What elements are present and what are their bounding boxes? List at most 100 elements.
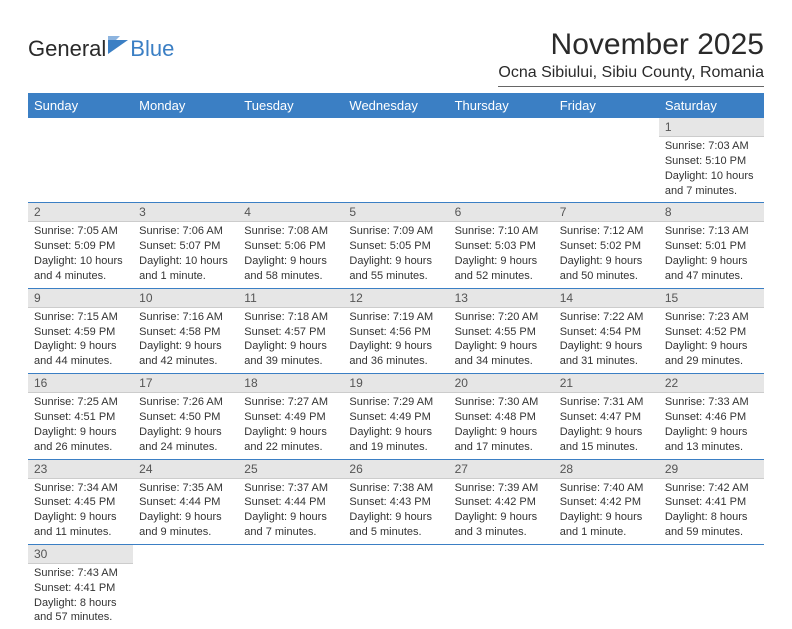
daylight-text: Daylight: 9 hours (244, 425, 337, 440)
sunrise-text: Sunrise: 7:31 AM (560, 395, 653, 410)
day-details: Sunrise: 7:09 AMSunset: 5:05 PMDaylight:… (343, 222, 448, 287)
sunrise-text: Sunrise: 7:26 AM (139, 395, 232, 410)
daylight-text: and 3 minutes. (455, 525, 548, 540)
day-details: Sunrise: 7:33 AMSunset: 4:46 PMDaylight:… (659, 393, 764, 458)
sunset-text: Sunset: 4:50 PM (139, 410, 232, 425)
sunrise-text: Sunrise: 7:03 AM (665, 139, 758, 154)
day-number: 6 (449, 203, 554, 222)
calendar-cell (343, 544, 448, 629)
day-number: 16 (28, 374, 133, 393)
logo-text-1: General (28, 36, 106, 62)
calendar-cell: 17Sunrise: 7:26 AMSunset: 4:50 PMDayligh… (133, 374, 238, 459)
sunrise-text: Sunrise: 7:39 AM (455, 481, 548, 496)
daylight-text: and 15 minutes. (560, 440, 653, 455)
day-number: 2 (28, 203, 133, 222)
calendar-cell: 3Sunrise: 7:06 AMSunset: 5:07 PMDaylight… (133, 203, 238, 288)
daylight-text: Daylight: 9 hours (34, 510, 127, 525)
weekday-header: Sunday (28, 93, 133, 118)
daylight-text: and 29 minutes. (665, 354, 758, 369)
sunset-text: Sunset: 4:59 PM (34, 325, 127, 340)
day-number: 27 (449, 460, 554, 479)
sunset-text: Sunset: 4:55 PM (455, 325, 548, 340)
sunrise-text: Sunrise: 7:27 AM (244, 395, 337, 410)
day-details: Sunrise: 7:31 AMSunset: 4:47 PMDaylight:… (554, 393, 659, 458)
daylight-text: and 31 minutes. (560, 354, 653, 369)
weekday-header: Friday (554, 93, 659, 118)
day-details: Sunrise: 7:37 AMSunset: 4:44 PMDaylight:… (238, 479, 343, 544)
calendar-cell: 11Sunrise: 7:18 AMSunset: 4:57 PMDayligh… (238, 288, 343, 373)
calendar-cell (449, 118, 554, 203)
daylight-text: Daylight: 8 hours (34, 596, 127, 611)
daylight-text: and 57 minutes. (34, 610, 127, 625)
sunrise-text: Sunrise: 7:37 AM (244, 481, 337, 496)
day-details: Sunrise: 7:38 AMSunset: 4:43 PMDaylight:… (343, 479, 448, 544)
location-text: Ocna Sibiului, Sibiu County, Romania (498, 64, 764, 87)
daylight-text: Daylight: 9 hours (560, 254, 653, 269)
calendar-cell: 22Sunrise: 7:33 AMSunset: 4:46 PMDayligh… (659, 374, 764, 459)
sunset-text: Sunset: 4:44 PM (244, 495, 337, 510)
daylight-text: Daylight: 9 hours (139, 339, 232, 354)
daylight-text: Daylight: 9 hours (139, 510, 232, 525)
day-details: Sunrise: 7:19 AMSunset: 4:56 PMDaylight:… (343, 308, 448, 373)
sunset-text: Sunset: 4:58 PM (139, 325, 232, 340)
weekday-header: Monday (133, 93, 238, 118)
sunset-text: Sunset: 4:54 PM (560, 325, 653, 340)
sunset-text: Sunset: 5:02 PM (560, 239, 653, 254)
day-number: 23 (28, 460, 133, 479)
weekday-header: Saturday (659, 93, 764, 118)
calendar-cell: 12Sunrise: 7:19 AMSunset: 4:56 PMDayligh… (343, 288, 448, 373)
daylight-text: Daylight: 10 hours (34, 254, 127, 269)
day-details: Sunrise: 7:40 AMSunset: 4:42 PMDaylight:… (554, 479, 659, 544)
calendar-cell: 25Sunrise: 7:37 AMSunset: 4:44 PMDayligh… (238, 459, 343, 544)
day-number: 28 (554, 460, 659, 479)
daylight-text: Daylight: 9 hours (244, 510, 337, 525)
day-number: 3 (133, 203, 238, 222)
daylight-text: Daylight: 9 hours (244, 254, 337, 269)
day-details: Sunrise: 7:13 AMSunset: 5:01 PMDaylight:… (659, 222, 764, 287)
sunset-text: Sunset: 5:05 PM (349, 239, 442, 254)
day-number: 11 (238, 289, 343, 308)
calendar-week-row: 2Sunrise: 7:05 AMSunset: 5:09 PMDaylight… (28, 203, 764, 288)
calendar-cell: 28Sunrise: 7:40 AMSunset: 4:42 PMDayligh… (554, 459, 659, 544)
weekday-header-row: Sunday Monday Tuesday Wednesday Thursday… (28, 93, 764, 118)
daylight-text: Daylight: 9 hours (455, 425, 548, 440)
day-details: Sunrise: 7:29 AMSunset: 4:49 PMDaylight:… (343, 393, 448, 458)
calendar-cell: 4Sunrise: 7:08 AMSunset: 5:06 PMDaylight… (238, 203, 343, 288)
daylight-text: and 47 minutes. (665, 269, 758, 284)
sunset-text: Sunset: 5:01 PM (665, 239, 758, 254)
daylight-text: and 44 minutes. (34, 354, 127, 369)
sunrise-text: Sunrise: 7:20 AM (455, 310, 548, 325)
sunset-text: Sunset: 4:47 PM (560, 410, 653, 425)
sunrise-text: Sunrise: 7:10 AM (455, 224, 548, 239)
daylight-text: and 58 minutes. (244, 269, 337, 284)
day-number: 20 (449, 374, 554, 393)
day-number: 5 (343, 203, 448, 222)
daylight-text: and 5 minutes. (349, 525, 442, 540)
calendar-cell (238, 118, 343, 203)
sunset-text: Sunset: 4:44 PM (139, 495, 232, 510)
day-details: Sunrise: 7:30 AMSunset: 4:48 PMDaylight:… (449, 393, 554, 458)
calendar-cell: 24Sunrise: 7:35 AMSunset: 4:44 PMDayligh… (133, 459, 238, 544)
weekday-header: Wednesday (343, 93, 448, 118)
day-number: 10 (133, 289, 238, 308)
daylight-text: Daylight: 10 hours (139, 254, 232, 269)
calendar-cell: 30Sunrise: 7:43 AMSunset: 4:41 PMDayligh… (28, 544, 133, 629)
sunrise-text: Sunrise: 7:16 AM (139, 310, 232, 325)
sunset-text: Sunset: 4:49 PM (244, 410, 337, 425)
calendar-cell: 7Sunrise: 7:12 AMSunset: 5:02 PMDaylight… (554, 203, 659, 288)
calendar-cell: 27Sunrise: 7:39 AMSunset: 4:42 PMDayligh… (449, 459, 554, 544)
sunset-text: Sunset: 4:57 PM (244, 325, 337, 340)
sunset-text: Sunset: 5:09 PM (34, 239, 127, 254)
sunrise-text: Sunrise: 7:05 AM (34, 224, 127, 239)
day-details: Sunrise: 7:16 AMSunset: 4:58 PMDaylight:… (133, 308, 238, 373)
calendar-cell: 26Sunrise: 7:38 AMSunset: 4:43 PMDayligh… (343, 459, 448, 544)
sunrise-text: Sunrise: 7:13 AM (665, 224, 758, 239)
daylight-text: and 9 minutes. (139, 525, 232, 540)
daylight-text: and 4 minutes. (34, 269, 127, 284)
calendar-cell: 18Sunrise: 7:27 AMSunset: 4:49 PMDayligh… (238, 374, 343, 459)
sunset-text: Sunset: 5:07 PM (139, 239, 232, 254)
day-details: Sunrise: 7:08 AMSunset: 5:06 PMDaylight:… (238, 222, 343, 287)
day-details: Sunrise: 7:27 AMSunset: 4:49 PMDaylight:… (238, 393, 343, 458)
daylight-text: and 7 minutes. (244, 525, 337, 540)
calendar-cell (449, 544, 554, 629)
